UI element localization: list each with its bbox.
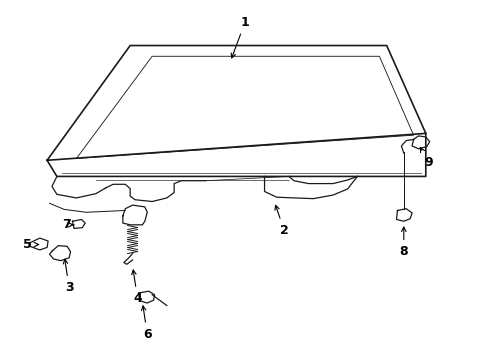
Text: 1: 1 (231, 16, 249, 58)
Text: 8: 8 (399, 227, 408, 258)
Text: 9: 9 (420, 148, 433, 168)
Text: 5: 5 (23, 238, 39, 251)
Text: 6: 6 (142, 306, 151, 341)
Text: 2: 2 (275, 205, 289, 237)
Text: 3: 3 (63, 259, 74, 294)
Text: 7: 7 (62, 218, 74, 231)
Text: 4: 4 (132, 270, 142, 305)
